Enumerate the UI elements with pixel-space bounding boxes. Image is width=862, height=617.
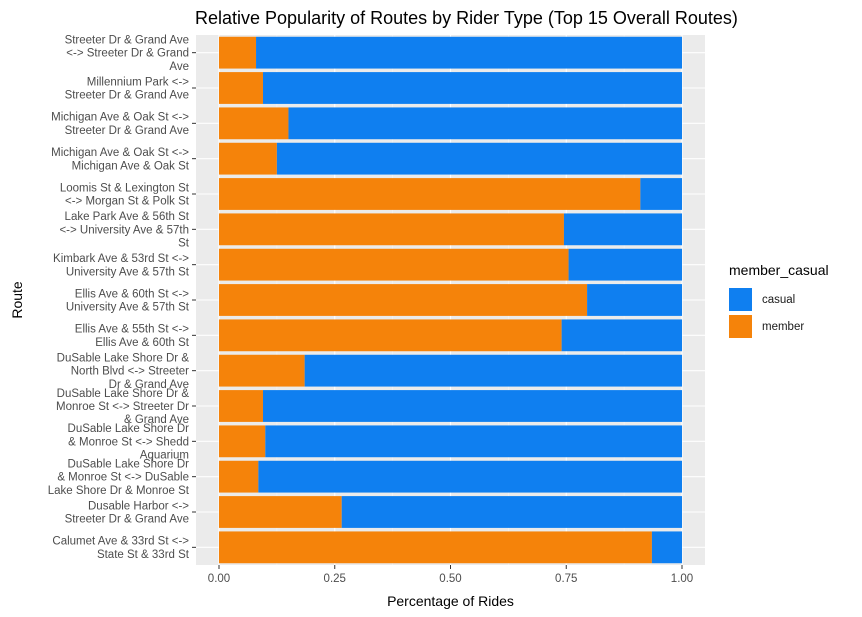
- y-tick-label: <-> Morgan St & Polk St: [65, 196, 190, 208]
- y-tick-label: Ellis Ave & 55th St <->: [75, 324, 189, 336]
- y-tick-label: Loomis St & Lexington St: [60, 182, 190, 194]
- bar-member: [219, 460, 259, 493]
- y-tick-label: State St & 33rd St: [97, 549, 190, 561]
- chart-title: Relative Popularity of Routes by Rider T…: [195, 8, 738, 28]
- y-tick-label: Aquarium: [140, 450, 189, 462]
- x-axis-title: Percentage of Rides: [387, 593, 514, 609]
- y-tick-label: DuSable Lake Shore Dr: [68, 458, 190, 470]
- bar-member: [219, 36, 257, 69]
- y-tick-label: DuSable Lake Shore Dr &: [57, 352, 190, 364]
- y-tick-label: Calumet Ave & 33rd St <->: [52, 536, 189, 548]
- y-tick-label: Ave: [169, 61, 189, 73]
- x-tick-label: 0.00: [208, 573, 230, 585]
- y-tick-label: Michigan Ave & Oak St: [72, 160, 190, 172]
- y-tick-label: & Monroe St <-> DuSable: [57, 472, 189, 484]
- y-tick-label: Michigan Ave & Oak St <->: [51, 112, 189, 124]
- x-tick-label: 1.00: [671, 573, 693, 585]
- x-tick-label: 0.50: [439, 573, 461, 585]
- bar-casual: [563, 213, 682, 246]
- y-tick-label: Streeter Dr & Grand Ave: [65, 125, 189, 137]
- bar-casual: [256, 36, 682, 69]
- y-tick-label: University Ave & 57th St: [66, 302, 190, 314]
- bar-member: [219, 213, 564, 246]
- bar-casual: [651, 531, 682, 564]
- bar-casual: [304, 354, 682, 387]
- y-tick-label: Millennium Park <->: [87, 76, 190, 88]
- y-tick-label: St: [178, 238, 190, 250]
- legend-key-member: [729, 315, 752, 338]
- bar-casual: [341, 496, 682, 528]
- y-tick-label: Lake Park Ave & 56th St: [65, 211, 190, 223]
- y-axis-title: Route: [9, 281, 25, 319]
- bar-member: [219, 390, 263, 422]
- bar-casual: [587, 284, 682, 316]
- y-tick-label: North Blvd <-> Streeter: [71, 366, 189, 378]
- bar-member: [219, 284, 588, 316]
- legend-label-member: member: [762, 320, 805, 333]
- bar-casual: [262, 72, 682, 104]
- y-tick-label: <-> University Ave & 57th: [59, 224, 189, 236]
- bar-casual: [561, 319, 682, 352]
- x-tick-label: 0.25: [324, 573, 346, 585]
- bar-member: [219, 142, 277, 175]
- x-tick-label: 0.75: [555, 573, 577, 585]
- bar-casual: [568, 248, 682, 281]
- legend-title: member_casual: [729, 262, 829, 278]
- y-tick-label: Dusable Harbor <->: [88, 500, 189, 512]
- y-tick-label: Streeter Dr & Grand Ave: [65, 34, 189, 46]
- y-tick-label: <-> Streeter Dr & Grand: [66, 48, 189, 60]
- bar-member: [219, 496, 342, 528]
- y-tick-label: Ellis Ave & 60th St <->: [75, 288, 189, 300]
- bar-member: [219, 319, 562, 352]
- bar-member: [219, 107, 289, 140]
- y-axis-ticks: Streeter Dr & Grand Ave <-> Streeter Dr &…: [48, 34, 196, 561]
- legend-key-casual: [729, 288, 752, 311]
- bar-casual: [258, 460, 682, 493]
- y-tick-label: Ellis Ave & 60th St: [95, 337, 190, 349]
- y-tick-label: DuSable Lake Shore Dr: [68, 423, 190, 435]
- bar-member: [219, 248, 569, 281]
- y-tick-label: Monroe St <-> Streeter Dr: [56, 401, 189, 413]
- y-tick-label: Streeter Dr & Grand Ave: [65, 514, 189, 526]
- y-tick-label: University Ave & 57th St: [66, 266, 190, 278]
- bar-member: [219, 531, 652, 564]
- bar-member: [219, 425, 266, 458]
- bar-casual: [288, 107, 682, 140]
- y-tick-label: Kimbark Ave & 53rd St <->: [53, 253, 189, 265]
- legend-item-casual: casual: [729, 286, 829, 313]
- bar-casual: [640, 178, 682, 210]
- y-tick-label: & Grand Ave: [124, 414, 189, 426]
- y-tick-label: DuSable Lake Shore Dr &: [57, 388, 190, 400]
- bar-member: [219, 178, 641, 210]
- legend: member_casual casual member: [729, 262, 829, 340]
- legend-item-member: member: [729, 313, 829, 340]
- legend-label-casual: casual: [762, 293, 796, 306]
- y-tick-label: Lake Shore Dr & Monroe St: [48, 485, 190, 497]
- bar-member: [219, 72, 263, 104]
- bar-member: [219, 354, 305, 387]
- bars: [219, 36, 682, 564]
- bar-casual: [265, 425, 682, 458]
- x-axis-ticks: 0.00 0.25 0.50 0.75 1.00: [208, 565, 693, 585]
- y-tick-label: & Monroe St <-> Shedd: [68, 436, 189, 448]
- bar-casual: [276, 142, 682, 175]
- y-tick-label: Michigan Ave & Oak St <->: [51, 147, 189, 159]
- y-tick-label: Dr & Grand Ave: [109, 379, 189, 391]
- bar-casual: [262, 390, 682, 422]
- y-tick-label: Streeter Dr & Grand Ave: [65, 90, 189, 102]
